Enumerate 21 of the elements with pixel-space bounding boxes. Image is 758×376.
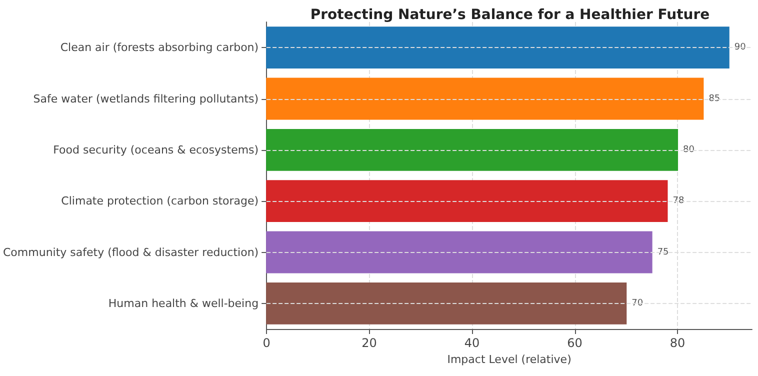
x-axis-title: Impact Level (relative) — [447, 352, 572, 366]
x-tick-label: 0 — [262, 336, 270, 350]
x-tick-label: 80 — [670, 336, 686, 350]
y-tick-label: Human health & well-being — [108, 296, 259, 310]
y-tick-label: Clean air (forests absorbing carbon) — [60, 41, 259, 54]
bar — [266, 231, 652, 274]
bar — [266, 26, 730, 69]
data-label: 75 — [657, 247, 669, 258]
y-tick-label: Food security (oceans & ecosystems) — [53, 143, 259, 156]
y-tick-label: Community safety (flood & disaster reduction) — [3, 246, 259, 259]
y-tick-label: Climate protection (carbon storage) — [61, 194, 259, 208]
x-tick-label: 20 — [362, 336, 377, 350]
data-label: 90 — [734, 42, 746, 53]
bar — [266, 78, 704, 120]
bar — [266, 128, 678, 171]
bar — [266, 282, 627, 324]
x-tick-label: 40 — [464, 336, 480, 350]
y-tick-label: Safe water (wetlands filtering pollutants) — [33, 92, 259, 106]
bar — [266, 180, 668, 222]
x-tick-label: 60 — [567, 336, 582, 350]
chart-title: Protecting Nature’s Balance for a Healthier Future — [310, 7, 710, 23]
